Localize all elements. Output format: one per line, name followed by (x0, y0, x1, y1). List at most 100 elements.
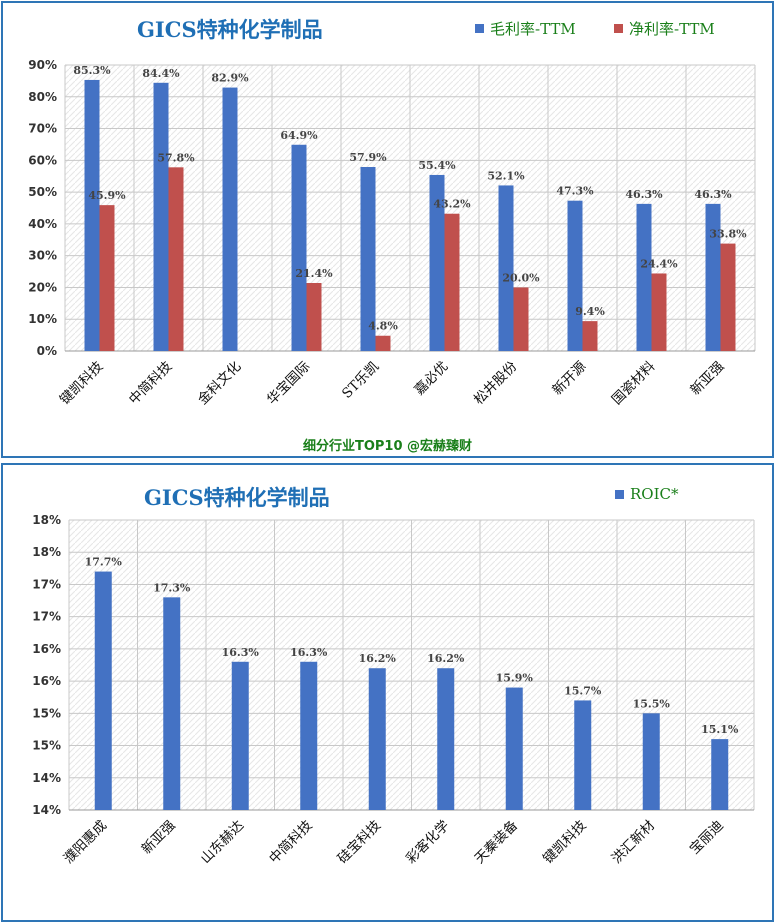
bar-a (437, 668, 455, 810)
data-label: 16.3% (222, 646, 260, 659)
category-label: 金科文化 (195, 359, 244, 408)
data-label: 17.3% (153, 581, 191, 594)
data-label: 24.4% (640, 257, 678, 270)
bar-a (505, 687, 523, 810)
bar-b (99, 205, 115, 351)
category-label: 新亚强 (687, 358, 727, 398)
y-tick-label: 15% (32, 739, 61, 753)
roic-bar-chart: 14% 14% 15% 15% 16% 16% 17% 17% 18% 18% 17.7% 17.3%… (32, 513, 755, 867)
chart-panel-margins: GICS特种化学制品 毛利率-TTM 净利率-TTM 0% 10% 20% 30% 40… (1, 1, 774, 458)
legend-swatch-net (614, 24, 623, 33)
category-label: 松井股份 (471, 358, 521, 408)
bar-a (636, 203, 652, 351)
data-label: 15.7% (564, 684, 602, 697)
data-label: 16.2% (359, 652, 397, 665)
bar-b (582, 321, 598, 351)
chart-footer: 细分行业TOP10 @宏赫臻财 (302, 439, 473, 454)
category-label: 键凯科技 (57, 358, 107, 408)
y-tick-label: 15% (32, 706, 61, 720)
y-tick-label: 18% (32, 545, 61, 559)
data-label: 46.3% (694, 188, 732, 201)
y-tick-label: 17% (32, 610, 61, 624)
bar-a (368, 668, 386, 810)
data-label: 45.9% (88, 189, 126, 202)
bar-b (720, 243, 736, 351)
category-label: 濮阳惠成 (61, 818, 110, 867)
y-tick-label: 16% (32, 674, 61, 688)
legend-item-net-margin: 净利率-TTM (614, 18, 715, 39)
category-label: 国瓷材料 (609, 358, 659, 408)
data-label: 9.4% (575, 305, 605, 318)
bar-b (513, 287, 529, 351)
data-label: 20.0% (502, 271, 540, 284)
data-label: 15.5% (633, 697, 671, 710)
y-tick-label: 10% (28, 312, 57, 326)
bar-a (300, 661, 318, 810)
legend-label-roic: ROIC* (630, 485, 679, 503)
bar-a (498, 185, 514, 351)
category-label: 宝丽迪 (687, 818, 727, 858)
y-tick-label: 14% (32, 803, 61, 817)
category-label: 嘉必优 (411, 359, 451, 399)
bar-a (291, 144, 307, 351)
legend-label-gross: 毛利率-TTM (490, 20, 576, 38)
bar-a (163, 597, 181, 810)
category-label: 硅宝科技 (335, 817, 385, 867)
y-tick-label: 40% (28, 217, 57, 231)
y-tick-label: 0% (37, 344, 57, 358)
y-tick-label: 60% (28, 153, 57, 167)
bar-b (306, 282, 322, 351)
y-tick-label: 80% (28, 90, 57, 104)
bar-a (360, 167, 376, 351)
bar-b (375, 335, 391, 351)
data-label: 82.9% (211, 72, 249, 85)
data-label: 16.3% (290, 646, 328, 659)
bar-b (168, 167, 184, 351)
bar-a (567, 200, 583, 351)
bar-a (642, 713, 660, 810)
data-label: 52.1% (487, 169, 525, 182)
category-label: 天秦装备 (471, 816, 522, 867)
data-label: 15.9% (496, 672, 534, 685)
category-label: 洪汇新材 (609, 818, 658, 867)
data-label: 85.3% (73, 64, 111, 77)
chart-title: GICS特种化学制品 (144, 485, 330, 510)
bar-a (94, 571, 112, 810)
y-tick-label: 20% (28, 280, 57, 294)
bar-a (231, 661, 249, 810)
data-label: 15.1% (701, 723, 739, 736)
y-tick-label: 70% (28, 122, 57, 136)
data-label: 46.3% (625, 188, 663, 201)
y-tick-label: 18% (32, 513, 61, 527)
category-label: 新开源 (549, 358, 589, 398)
data-label: 17.7% (85, 556, 123, 569)
bar-a (574, 700, 592, 810)
category-label: 中简科技 (265, 816, 316, 867)
data-label: 64.9% (280, 129, 318, 142)
category-label: 键凯科技 (540, 817, 590, 867)
bar-b (651, 273, 667, 351)
data-label: 55.4% (418, 159, 456, 172)
data-label: 16.2% (427, 652, 465, 665)
data-label: 84.4% (142, 67, 180, 80)
legend-label-net: 净利率-TTM (629, 20, 715, 38)
legend-item-gross-margin: 毛利率-TTM (475, 18, 576, 39)
legend-item-roic: ROIC* (615, 485, 679, 503)
bar-a (705, 203, 721, 351)
bar-a (429, 174, 445, 351)
y-tick-label: 30% (28, 249, 57, 263)
y-tick-label: 17% (32, 577, 61, 591)
legend-swatch-gross (475, 24, 484, 33)
data-label: 57.8% (157, 151, 195, 164)
category-label: 新亚强 (139, 817, 179, 857)
category-label: 彩客化学 (402, 817, 452, 867)
bar-a (153, 82, 169, 351)
data-label: 33.8% (709, 228, 747, 241)
data-label: 4.8% (368, 320, 398, 333)
y-tick-label: 14% (32, 771, 61, 785)
bar-b (444, 213, 460, 351)
bar-a (222, 87, 238, 351)
y-tick-label: 50% (28, 185, 57, 199)
category-label: 山东赫达 (198, 817, 248, 867)
y-tick-label: 16% (32, 642, 61, 656)
